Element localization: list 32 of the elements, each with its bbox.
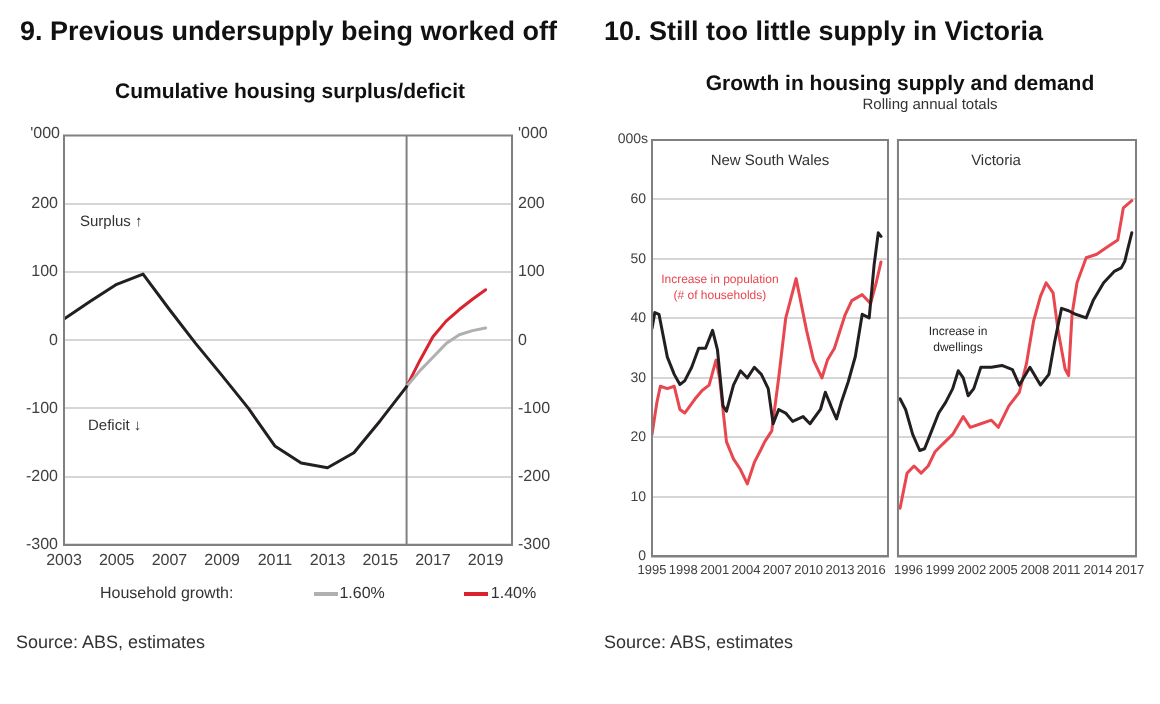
chart-subtitle: Growth in housing supply and demand: [703, 72, 1097, 96]
x-tick-label: 2015: [362, 550, 400, 569]
y-tick-label: -300: [25, 535, 60, 554]
x-tick-label: 2017: [415, 550, 452, 569]
source-note: Source: ABS, estimates: [604, 632, 794, 652]
source-note: Source: ABS, estimates: [16, 632, 206, 652]
chart-title: 10. Still too little supply in Victoria: [604, 16, 1044, 46]
legend-title: Household growth:: [100, 584, 234, 602]
x-tick-label: 2013: [309, 550, 347, 569]
chart-title: 9. Previous undersupply being worked off: [20, 16, 558, 46]
y-tick-label: 0: [49, 330, 60, 349]
y-tick-label: 100: [31, 262, 60, 281]
x-tick-label: 2019: [467, 550, 505, 569]
y-tick-label: -100: [25, 398, 60, 417]
y2-tick-label: -300: [518, 535, 552, 554]
legend-label: 1.40%: [490, 584, 537, 602]
x-tick-label: 2011: [257, 550, 294, 569]
chart-subtitle: Cumulative housing surplus/deficit: [112, 80, 468, 104]
y2-tick-label: 0: [518, 330, 528, 349]
y-tick-label: 200: [31, 194, 60, 213]
y-axis-title: '000: [30, 124, 62, 143]
x-tick-label: 2007: [151, 550, 189, 569]
legend-label: 1.60%: [339, 584, 385, 602]
y-tick-label: -200: [25, 467, 60, 486]
y2-tick-label: 100: [518, 262, 546, 281]
y2-tick-label: -200: [518, 467, 552, 486]
y2-tick-label: -100: [518, 398, 552, 417]
x-tick-label: 2003: [46, 550, 83, 569]
x-tick-label: 2009: [204, 550, 242, 569]
y2-tick-label: 200: [518, 194, 546, 213]
x-tick-label: 2005: [98, 550, 136, 569]
y2-axis-title: '000: [518, 124, 549, 143]
